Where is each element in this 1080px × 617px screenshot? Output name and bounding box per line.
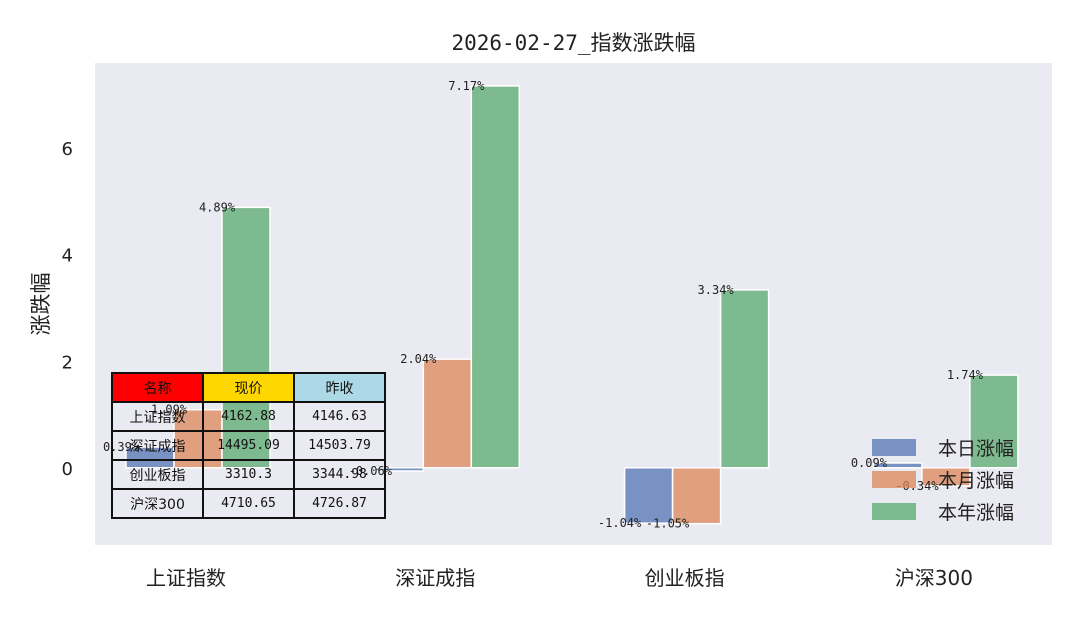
bar (671, 467, 722, 525)
table-row: 上证指数 4162.88 4146.63 (111, 401, 386, 432)
bar-value-label: -1.05% (646, 517, 690, 531)
x-tick-label: 上证指数 (146, 566, 226, 590)
bar (719, 289, 770, 469)
legend-label: 本年涨幅 (938, 502, 1014, 524)
table-row: 沪深300 4710.65 4726.87 (111, 488, 386, 519)
x-axis-ticks: 上证指数 深证成指 创业板指 沪深300 (146, 566, 973, 590)
y-tick-label: 4 (62, 246, 73, 267)
bar-value-label: -1.04% (598, 516, 642, 530)
table-cell-name: 深证成指 (111, 430, 204, 461)
table-cell-price: 4162.88 (202, 401, 295, 432)
bar (921, 467, 971, 487)
y-tick-label: 2 (62, 352, 73, 373)
y-tick-label: 6 (62, 139, 73, 160)
table-row: 深证成指 14495.09 14503.79 (111, 430, 386, 461)
x-tick-label: 创业板指 (645, 566, 725, 590)
table-header-cell: 现价 (202, 372, 295, 403)
bar (623, 467, 674, 524)
y-axis-ticks: 0 2 4 6 (62, 139, 73, 480)
y-tick-label: 0 (62, 459, 73, 480)
table-cell-prev-close: 4146.63 (293, 401, 386, 432)
legend-swatch (872, 439, 916, 456)
table-row: 创业板指 3310.3 3344.98 (111, 459, 386, 490)
chart-title: 2026-02-27_指数涨跌幅 (451, 31, 695, 55)
legend-swatch (872, 503, 916, 520)
x-tick-label: 沪深300 (895, 566, 973, 590)
table-header-cell: 昨收 (293, 372, 386, 403)
legend-swatch (872, 471, 916, 488)
bar (422, 358, 473, 469)
table-cell-name: 上证指数 (111, 401, 204, 432)
y-axis-label: 涨跌幅 (29, 273, 53, 336)
bar (873, 462, 923, 469)
table-cell-price: 4710.65 (202, 488, 295, 519)
bar-value-label: 1.74% (947, 368, 984, 382)
legend-label: 本月涨幅 (938, 470, 1014, 492)
bar-value-label: 3.34% (698, 283, 735, 297)
table-cell-prev-close: 14503.79 (293, 430, 386, 461)
bar-value-label: 0.09% (851, 456, 888, 470)
table-cell-prev-close: 4726.87 (293, 488, 386, 519)
table-cell-price: 14495.09 (202, 430, 295, 461)
legend-label: 本日涨幅 (938, 438, 1014, 460)
table-cell-prev-close: 3344.98 (293, 459, 386, 490)
table-header-cell: 名称 (111, 372, 204, 403)
table-cell-name: 沪深300 (111, 488, 204, 519)
table-cell-price: 3310.3 (202, 459, 295, 490)
bar-value-label: 7.17% (448, 79, 485, 93)
bar-value-label: 4.89% (199, 200, 236, 214)
bar (969, 374, 1019, 469)
table-header-row: 名称 现价 昨收 (111, 372, 386, 403)
bar-value-label: 2.04% (400, 352, 437, 366)
bar (470, 85, 521, 469)
x-tick-label: 深证成指 (395, 566, 475, 590)
table-cell-name: 创业板指 (111, 459, 204, 490)
index-quote-table: 名称 现价 昨收 上证指数 4162.88 4146.63 深证成指 14495… (111, 372, 386, 519)
